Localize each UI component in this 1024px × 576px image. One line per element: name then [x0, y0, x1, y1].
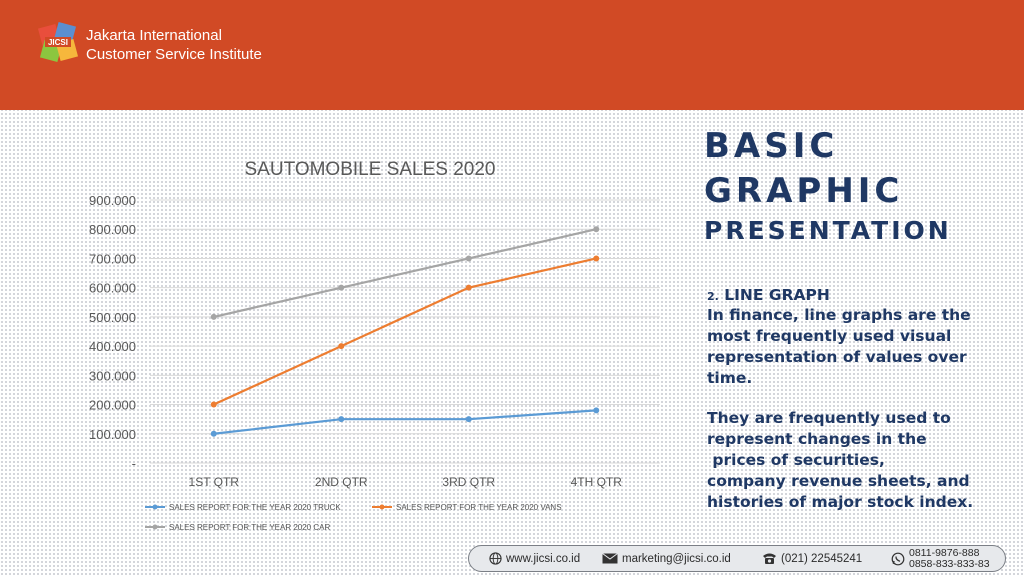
- paragraph-1: In finance, line graphs are the most fre…: [707, 306, 971, 387]
- x-tick-label: 3RD QTR: [442, 475, 495, 489]
- jicsi-logo-icon: JICSI: [37, 21, 79, 63]
- whatsapp-number-1: 0811-9876-888: [909, 546, 980, 559]
- x-axis-ticks: 1ST QTR 2ND QTR 3RD QTR 4TH QTR: [189, 475, 623, 489]
- y-tick-label: 300.000: [89, 368, 136, 383]
- data-point: [338, 284, 345, 291]
- y-axis-ticks: - 100.000 200.000 300.000 400.000 500.000 600.…: [89, 193, 136, 471]
- section-number: 2.: [707, 290, 719, 303]
- data-point: [210, 430, 217, 437]
- data-point: [465, 284, 472, 291]
- chart-series: [210, 226, 600, 437]
- series-line: [213, 228, 597, 318]
- y-tick-label: 600.000: [89, 281, 136, 296]
- header-banner: JICSI Jakarta International Customer Ser…: [0, 0, 1024, 110]
- footer-phone[interactable]: (021) 22545241: [762, 546, 862, 571]
- data-point: [338, 343, 345, 350]
- chart-title: SAUTOMOBILE SALES 2020: [245, 159, 496, 180]
- y-tick-label: 500.000: [89, 310, 136, 325]
- chart-legend: SALES REPORT FOR THE YEAR 2020 TRUCK SALE…: [145, 503, 562, 532]
- email-text: marketing@jicsi.co.id: [622, 552, 731, 565]
- legend-marker: [152, 504, 158, 510]
- contact-footer: www.jicsi.co.id marketing@jicsi.co.id (0…: [468, 545, 1006, 572]
- data-point: [593, 407, 600, 414]
- logo-text: JICSI: [48, 38, 68, 47]
- legend-label: SALES REPORT FOR THE YEAR 2020 CAR: [169, 523, 330, 532]
- heading-graphic: GRAPHIC: [704, 171, 904, 211]
- y-tick-label: 100.000: [89, 427, 136, 442]
- website-text: www.jicsi.co.id: [506, 552, 581, 565]
- data-point: [593, 226, 600, 233]
- legend-marker: [379, 504, 385, 510]
- y-tick-label: 900.000: [89, 193, 136, 208]
- x-tick-label: 4TH QTR: [571, 475, 623, 489]
- legend-label: SALES REPORT FOR THE YEAR 2020 VANS: [396, 503, 562, 512]
- footer-email[interactable]: marketing@jicsi.co.id: [602, 546, 731, 571]
- heading-basic: BASIC: [704, 126, 839, 166]
- telephone-icon: [763, 553, 776, 564]
- series-line: [213, 409, 597, 435]
- footer-website[interactable]: www.jicsi.co.id: [489, 546, 580, 571]
- legend-item: SALES REPORT FOR THE YEAR 2020 VANS: [372, 503, 562, 512]
- phone-text: (021) 22545241: [781, 552, 863, 565]
- org-line2: Customer Service Institute: [86, 46, 262, 63]
- section-title-text: LINE GRAPH: [724, 286, 830, 304]
- footer-whatsapp[interactable]: 0811-9876-888 0858-833-833-83: [891, 546, 990, 571]
- x-tick-label: 1ST QTR: [189, 475, 240, 489]
- chart-gridlines: [150, 199, 660, 464]
- legend-marker: [152, 524, 158, 530]
- series-line: [213, 257, 597, 406]
- whatsapp-icon: [891, 552, 905, 565]
- org-line1: Jakarta International: [86, 27, 222, 44]
- x-tick-label: 2ND QTR: [315, 475, 368, 489]
- data-point: [465, 416, 472, 423]
- legend-label: SALES REPORT FOR THE YEAR 2020 TRUCK: [169, 503, 341, 512]
- y-tick-label: -: [132, 456, 136, 471]
- legend-item: SALES REPORT FOR THE YEAR 2020 CAR: [145, 523, 330, 532]
- heading-presentation: PRESENTATION: [704, 216, 952, 245]
- y-tick-label: 400.000: [89, 339, 136, 354]
- envelope-icon: [602, 553, 618, 564]
- data-point: [210, 313, 217, 320]
- line-chart: SAUTOMOBILE SALES 2020 - 100.000 200.000 30…: [89, 159, 660, 532]
- section-title: 2. LINE GRAPH: [707, 285, 1007, 307]
- data-point: [338, 416, 345, 423]
- organization-name: Jakarta International Customer Service I…: [86, 26, 262, 64]
- y-tick-label: 200.000: [89, 398, 136, 413]
- y-tick-label: 700.000: [89, 251, 136, 266]
- whatsapp-number-2: 0858-833-833-83: [909, 557, 990, 570]
- data-point: [210, 401, 217, 408]
- paragraph-2: They are frequently used to represent ch…: [707, 409, 974, 511]
- data-point: [593, 255, 600, 262]
- y-tick-label: 800.000: [89, 222, 136, 237]
- globe-icon: [489, 552, 502, 565]
- whatsapp-numbers: 0811-9876-888 0858-833-833-83: [909, 546, 990, 570]
- legend-item: SALES REPORT FOR THE YEAR 2020 TRUCK: [145, 503, 341, 512]
- data-point: [465, 255, 472, 262]
